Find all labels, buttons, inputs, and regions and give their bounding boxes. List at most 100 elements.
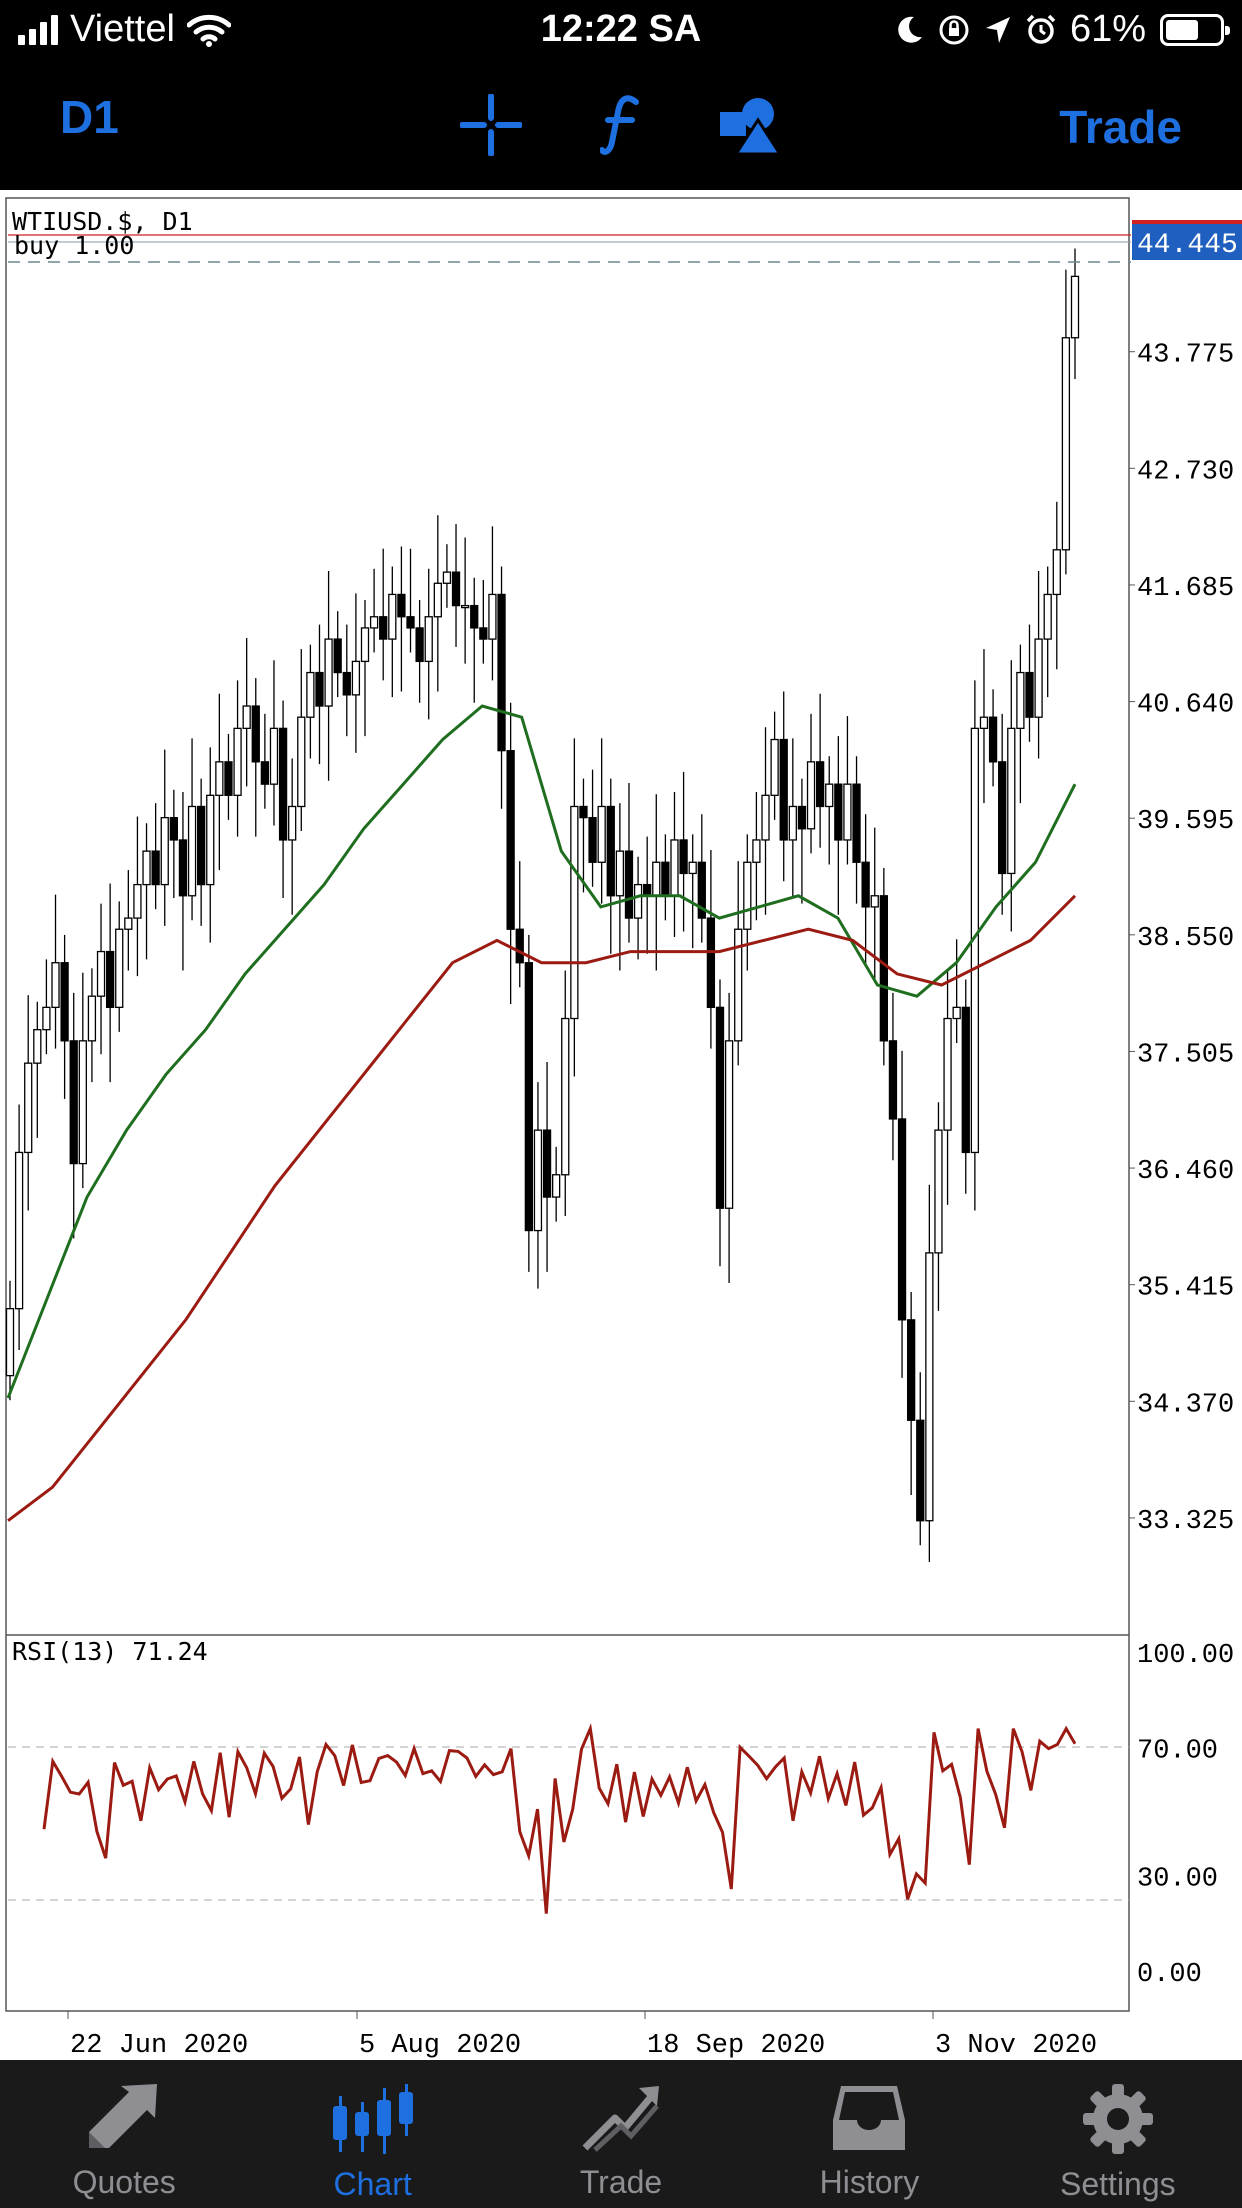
candle xyxy=(579,778,588,893)
candle xyxy=(278,700,288,898)
candle-body-up xyxy=(870,895,879,908)
signal-icon xyxy=(18,14,58,45)
candle-body-up xyxy=(160,816,169,886)
candle xyxy=(215,693,224,871)
period-button[interactable]: D1 xyxy=(60,91,119,143)
candle-body-up xyxy=(115,928,124,1009)
candle-body-up xyxy=(5,1308,15,1377)
quotes-icon xyxy=(89,2084,158,2148)
candle-body-up xyxy=(460,604,470,609)
tab-history[interactable]: History xyxy=(745,2060,993,2208)
candle-body-down xyxy=(278,727,288,841)
candle-body-up xyxy=(87,995,97,1042)
candle-body-up xyxy=(388,593,397,640)
candle xyxy=(87,968,97,1083)
crosshair-icon[interactable] xyxy=(460,94,522,156)
candle xyxy=(288,758,297,915)
candle xyxy=(69,992,78,1239)
rotation-lock-icon xyxy=(939,15,969,44)
candle-body-down xyxy=(506,750,515,930)
candle-body-down xyxy=(852,783,861,863)
candle xyxy=(324,571,333,781)
candle xyxy=(907,1291,916,1496)
candle-body-down xyxy=(779,738,788,841)
candle xyxy=(925,1184,934,1563)
candle xyxy=(679,771,688,932)
tab-quotes[interactable]: Quotes xyxy=(0,2060,248,2208)
candle-body-down xyxy=(834,783,843,841)
rsi-line xyxy=(42,1723,1077,1914)
candle xyxy=(624,783,634,943)
candle-body-down xyxy=(606,805,615,897)
candle-body-up xyxy=(552,1174,561,1198)
date-tick-label: 18 Sep 2020 xyxy=(647,2031,825,2060)
candle xyxy=(78,972,87,1189)
candle xyxy=(897,1050,907,1378)
candle-body-up xyxy=(652,861,661,897)
candle-body-down xyxy=(815,761,825,808)
candle-body-up xyxy=(934,1129,943,1254)
candle xyxy=(597,738,606,904)
candle-body-down xyxy=(888,1040,898,1120)
chart-area[interactable]: 44.445 WTIUSD.$, D1 buy 1.00 43.775 42.73… xyxy=(0,190,1242,2060)
candle xyxy=(1007,660,1016,932)
location-icon xyxy=(985,16,1010,43)
price-tick-label: 39.595 xyxy=(1137,807,1234,837)
tab-trade[interactable]: Trade xyxy=(497,2060,745,2208)
rsi-tick-label: 70.00 xyxy=(1137,1737,1218,1767)
candle-body-down xyxy=(69,1040,78,1165)
candle xyxy=(315,624,324,765)
candle xyxy=(1052,501,1061,670)
candle xyxy=(825,756,834,865)
candle xyxy=(743,834,752,971)
candle xyxy=(852,756,861,904)
price-chart[interactable]: 44.445 WTIUSD.$, D1 buy 1.00 43.775 42.73… xyxy=(0,190,1242,2060)
candle-body-down xyxy=(1025,671,1034,718)
indicator-label: RSI(13) 71.24 xyxy=(12,1637,208,1666)
candle-body-up xyxy=(570,805,579,1020)
candle xyxy=(815,693,825,848)
candle-body-down xyxy=(379,616,388,640)
candle xyxy=(998,713,1007,915)
history-icon xyxy=(833,2086,906,2150)
candle xyxy=(788,738,797,898)
tab-settings[interactable]: Settings xyxy=(994,2060,1242,2208)
candle-body-down xyxy=(588,816,597,863)
trade-button[interactable]: Trade xyxy=(1059,101,1182,153)
candle xyxy=(351,593,361,753)
candle xyxy=(770,711,779,820)
candle xyxy=(470,577,479,703)
candle xyxy=(169,789,178,898)
candle xyxy=(142,823,151,960)
function-icon[interactable] xyxy=(600,94,642,158)
price-tick-label: 38.550 xyxy=(1137,924,1234,954)
candle xyxy=(269,660,279,826)
chart-toolbar: D1 Trade xyxy=(0,64,1242,190)
candle-body-down xyxy=(797,805,807,830)
candle-body-down xyxy=(861,861,870,908)
candle xyxy=(379,548,388,681)
candle xyxy=(542,1062,552,1272)
candle xyxy=(861,814,870,965)
candle-body-up xyxy=(806,761,816,830)
candle xyxy=(652,794,661,971)
candle-body-up xyxy=(424,616,433,663)
candle xyxy=(688,834,697,949)
objects-icon[interactable] xyxy=(718,94,782,156)
candle-body-down xyxy=(679,839,688,875)
candle xyxy=(342,624,351,737)
candle xyxy=(333,611,342,698)
ma-slow-line xyxy=(7,894,1077,1522)
candle-body-up xyxy=(825,783,834,808)
price-tick-label: 36.460 xyxy=(1137,1157,1234,1187)
candle-body-down xyxy=(479,627,488,640)
candle-body-up xyxy=(943,1017,952,1131)
candle-body-down xyxy=(415,627,424,663)
candle-body-up xyxy=(78,1040,87,1165)
date-tick-label: 3 Nov 2020 xyxy=(935,2031,1097,2060)
candle-body-down xyxy=(524,962,533,1232)
candle xyxy=(1043,566,1052,698)
candle-body-up xyxy=(96,950,106,997)
tab-chart[interactable]: Chart xyxy=(248,2060,496,2208)
candle xyxy=(24,995,33,1211)
